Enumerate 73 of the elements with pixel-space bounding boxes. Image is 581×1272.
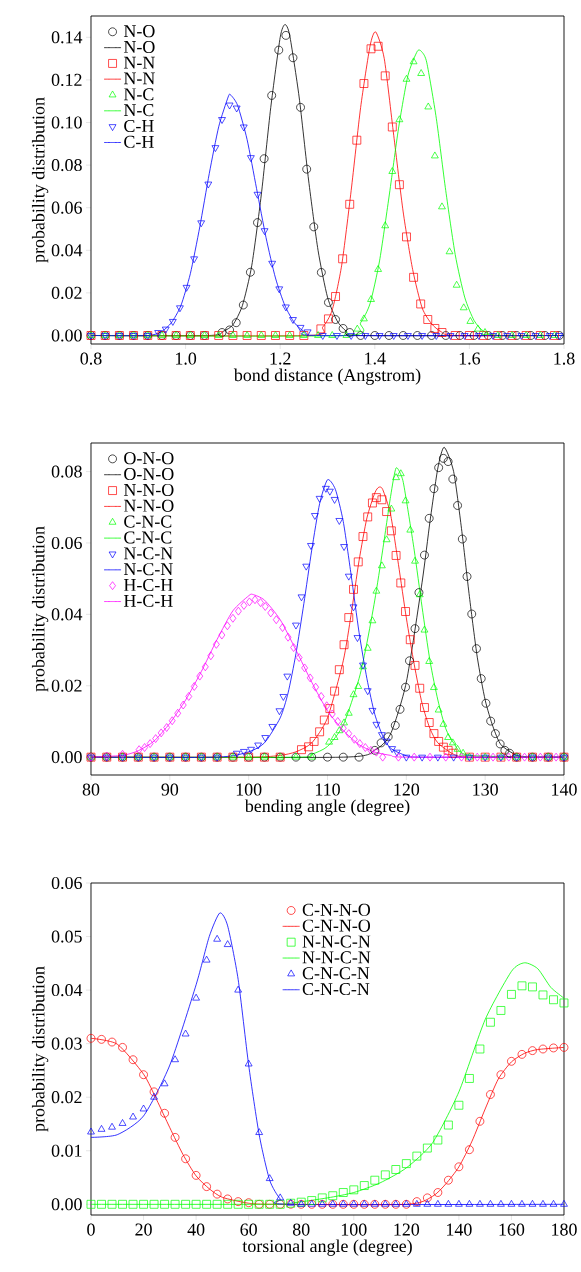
x-tick-label: 20	[135, 1223, 152, 1236]
legend-label: N-C	[124, 88, 154, 101]
x-tick-label: 80	[82, 783, 100, 796]
x-axis-title: bending angle (degree)	[244, 799, 410, 816]
legend-label: C-N-C-N	[302, 983, 370, 996]
legend-label: C-N-N-O	[302, 903, 371, 916]
x-tick-label: 90	[161, 783, 179, 796]
y-tick-label: 0.12	[51, 73, 82, 86]
x-tick-label: 0.8	[80, 352, 102, 365]
x-tick-label: 110	[316, 783, 341, 796]
y-tick-label: 0.14	[51, 31, 83, 44]
x-tick-label: 1.8	[554, 352, 575, 365]
x-tick-label: 1.4	[365, 352, 386, 365]
x-tick-label: 120	[394, 1223, 420, 1236]
y-tick-label: 0.10	[51, 116, 82, 129]
y-tick-label: 0.05	[51, 930, 82, 943]
y-tick-label: 0.00	[51, 329, 82, 342]
legend-label: N-N	[124, 56, 156, 69]
y-tick-label: 0.02	[51, 286, 82, 299]
legend-label: N-C-N	[124, 563, 173, 576]
y-tick-label: 0.06	[51, 536, 83, 550]
x-tick-label: 60	[240, 1223, 258, 1236]
y-tick-label: 0.08	[51, 159, 82, 172]
y-tick-label: 0.04	[51, 608, 83, 621]
y-axis-title: probability distribution	[32, 97, 49, 263]
y-tick-label: 0.06	[51, 876, 83, 890]
legend-label: H-C-H	[124, 579, 173, 592]
legend-label: N-O	[124, 40, 155, 54]
x-tick-label: 1.2	[270, 352, 291, 365]
y-tick-label: 0.00	[51, 751, 82, 764]
legend-label: C-H	[124, 119, 154, 133]
x-tick-label: 1.6	[459, 352, 481, 365]
x-tick-label: 130	[473, 783, 499, 796]
legend-label: C-H	[124, 135, 154, 148]
legend-label: H-C-H	[124, 594, 173, 607]
y-tick-label: 0.06	[51, 201, 83, 214]
x-tick-label: 100	[236, 783, 262, 796]
legend-label: C-N-C	[124, 531, 172, 544]
y-tick-label: 0.02	[51, 1091, 82, 1104]
legend-label: N-C-N	[124, 547, 173, 560]
y-tick-label: 0.04	[51, 244, 83, 257]
x-tick-label: 80	[293, 1223, 310, 1236]
legend-label: N-C	[124, 104, 154, 117]
y-tick-label: 0.04	[51, 984, 83, 997]
x-axis-title: bond distance (Angstrom)	[233, 368, 421, 385]
x-tick-label: 140	[447, 1223, 472, 1236]
y-tick-label: 0.02	[51, 679, 82, 692]
x-tick-label: 40	[187, 1223, 205, 1236]
legend-label: C-N-C	[124, 515, 172, 528]
y-tick-label: 0.03	[51, 1037, 82, 1050]
legend-label: O-N-O	[124, 468, 174, 481]
x-axis-title: torsional angle (degree)	[242, 1239, 412, 1256]
x-tick-label: 120	[394, 783, 420, 796]
x-tick-label: 100	[342, 1223, 367, 1236]
legend-label: N-N-C-N	[302, 951, 371, 964]
x-tick-label: 1.0	[176, 352, 197, 365]
legend-label: N-O	[124, 25, 155, 38]
legend-label: N-N	[124, 72, 156, 85]
x-tick-label: 0	[87, 1223, 95, 1236]
legend-label: C-N-N-O	[302, 919, 371, 932]
legend-label: C-N-C-N	[302, 967, 370, 980]
x-tick-label: 160	[499, 1223, 525, 1236]
legend-label: N-N-O	[124, 483, 174, 496]
y-tick-label: 0.08	[51, 465, 82, 478]
y-tick-label: 0.01	[51, 1144, 82, 1157]
y-axis-title: probability distribution	[32, 526, 49, 692]
y-axis-title: probability distribution	[32, 966, 49, 1132]
x-tick-label: 180	[552, 1223, 577, 1236]
x-tick-label: 140	[552, 783, 577, 796]
legend-label: N-N-O	[124, 499, 174, 512]
legend-label: O-N-O	[124, 452, 174, 465]
legend-label: N-N-C-N	[302, 935, 371, 948]
y-tick-label: 0.00	[51, 1198, 82, 1211]
